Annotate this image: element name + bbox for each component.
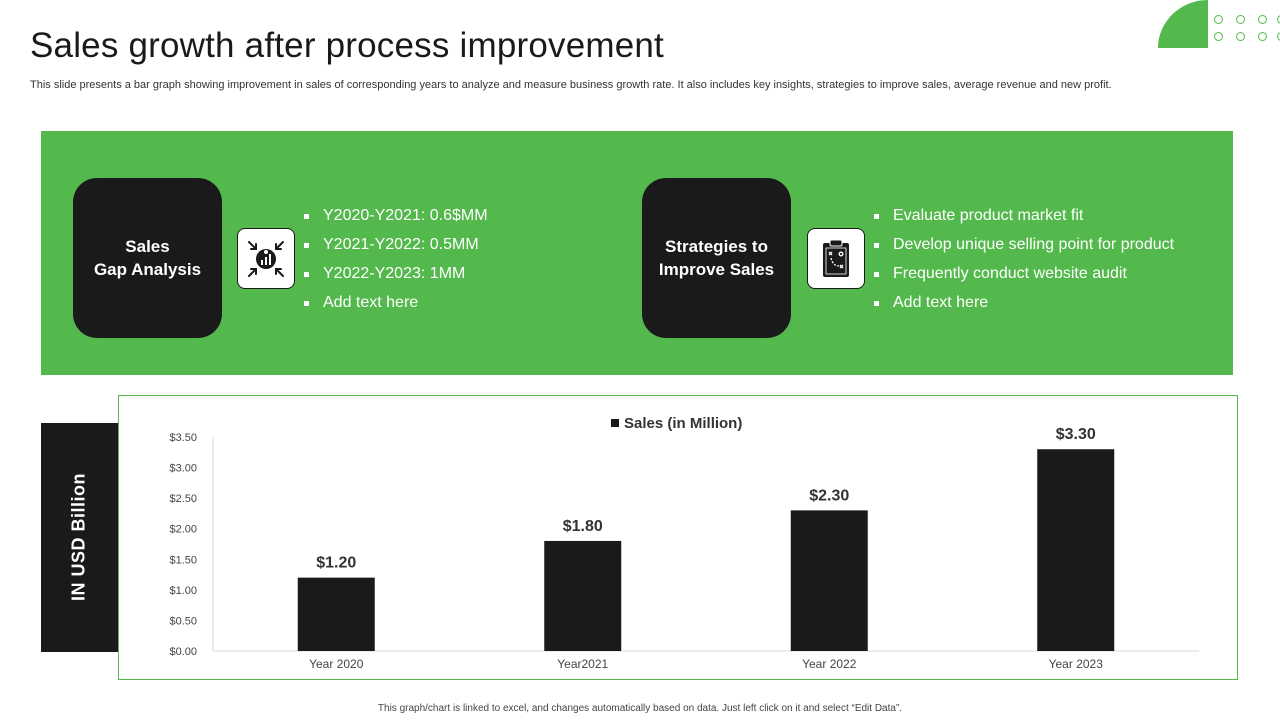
bar <box>544 540 622 651</box>
sales-gap-bullets: Y2020-Y2021: 0.6$MM Y2021-Y2022: 0.5MM Y… <box>304 207 488 323</box>
y-tick-label: $0.00 <box>169 646 197 658</box>
card-heading-line2: Improve Sales <box>658 260 775 279</box>
list-item: Y2022-Y2023: 1MM <box>304 265 488 294</box>
legend-label: Sales (in Million) <box>624 415 742 432</box>
bar <box>790 510 868 651</box>
decorative-quarter-circle <box>1158 0 1208 48</box>
list-item: Add text here <box>304 294 488 323</box>
legend-swatch <box>611 419 619 427</box>
data-label: $3.30 <box>1056 426 1096 443</box>
card-heading-line1: Sales <box>125 237 170 256</box>
data-label: $1.80 <box>563 518 603 535</box>
list-item: Add text here <box>874 294 1174 323</box>
clipboard-strategy-icon <box>807 228 865 289</box>
x-tick-label: Year2021 <box>557 657 608 671</box>
x-tick-label: Year 2023 <box>1049 657 1104 671</box>
page-title: Sales growth after process improvement <box>30 26 664 65</box>
y-tick-label: $2.50 <box>169 493 197 505</box>
y-tick-label: $3.50 <box>169 432 197 444</box>
y-tick-label: $3.00 <box>169 463 197 475</box>
y-tick-label: $2.00 <box>169 524 197 536</box>
target-money-icon <box>237 228 295 289</box>
decorative-dots <box>1214 15 1280 45</box>
list-item: Y2021-Y2022: 0.5MM <box>304 236 488 265</box>
page-subtitle: This slide presents a bar graph showing … <box>30 79 1112 91</box>
chart-canvas: Sales (in Million) $0.00 $0.50 $1.00 $1.50 $2… <box>169 415 1199 671</box>
y-tick-label: $0.50 <box>169 615 197 627</box>
data-label: $1.20 <box>316 555 356 572</box>
y-axis-band: IN USD Billion <box>41 423 118 652</box>
insights-panel: Sales Gap Analysis Y2020-Y2021: 0.6$MM Y… <box>41 131 1233 375</box>
bar <box>1037 449 1115 651</box>
strategies-bullets: Evaluate product market fit Develop uniq… <box>874 207 1174 323</box>
list-item: Frequently conduct website audit <box>874 265 1174 294</box>
list-item: Develop unique selling point for product <box>874 236 1174 265</box>
x-tick-label: Year 2022 <box>802 657 857 671</box>
strategies-card: Strategies to Improve Sales <box>642 178 791 338</box>
y-axis-band-label: IN USD Billion <box>68 473 89 601</box>
x-tick-label: Year 2020 <box>309 657 364 671</box>
data-label: $2.30 <box>809 487 849 504</box>
sales-bar-chart: Sales (in Million) $0.00 $0.50 $1.00 $1.50 $2… <box>118 395 1238 680</box>
y-tick-label: $1.50 <box>169 554 197 566</box>
list-item: Y2020-Y2021: 0.6$MM <box>304 207 488 236</box>
list-item: Evaluate product market fit <box>874 207 1174 236</box>
bar <box>297 577 375 651</box>
y-tick-label: $1.00 <box>169 585 197 597</box>
card-heading-line1: Strategies to <box>665 237 768 256</box>
sales-gap-analysis-card: Sales Gap Analysis <box>73 178 222 338</box>
footnote: This graph/chart is linked to excel, and… <box>377 703 903 714</box>
card-heading-line2: Gap Analysis <box>93 260 202 279</box>
